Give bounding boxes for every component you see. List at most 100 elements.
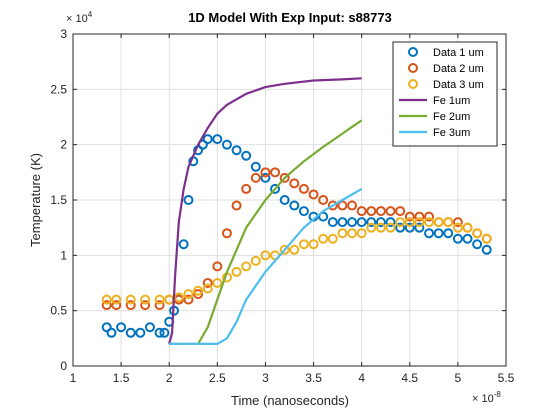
series-1-point-15 <box>260 167 271 178</box>
x-axis-label: Time (nanoseconds) <box>231 393 349 408</box>
series-0-point-39 <box>424 228 435 239</box>
series-line-5 <box>169 187 363 345</box>
series-2-point-32 <box>424 217 435 228</box>
y-axis-label: Temperature (K) <box>28 153 43 247</box>
y-tick-label-4: 2 <box>60 138 67 152</box>
series-1-point-35 <box>452 217 463 228</box>
legend-box <box>392 41 498 147</box>
series-1-point-14 <box>250 172 261 183</box>
series-1-point-20 <box>308 189 319 200</box>
x-tick-label-2: 2 <box>166 371 173 385</box>
series-1-point-24 <box>347 200 358 211</box>
series-2-point-9 <box>202 283 213 294</box>
series-0-point-30 <box>337 217 348 228</box>
series-0-point-32 <box>356 217 367 228</box>
series-1-point-18 <box>289 178 300 189</box>
series-0-point-23 <box>270 183 281 194</box>
series-2-point-7 <box>183 289 194 300</box>
x-multiplier: × 10-8 <box>472 390 501 405</box>
series-2-point-35 <box>452 222 463 233</box>
series-1-point-3 <box>140 300 151 311</box>
series-2-point-20 <box>308 239 319 250</box>
series-0-point-6 <box>154 327 165 338</box>
x-multiplier-base: × 10 <box>472 393 494 405</box>
y-multiplier-exponent: 4 <box>88 10 93 19</box>
series-0-point-0 <box>101 322 112 333</box>
series-2-point-38 <box>481 233 492 244</box>
y-tick-label-3: 1.5 <box>50 193 67 207</box>
series-2-point-25 <box>356 228 367 239</box>
series-2-point-29 <box>395 217 406 228</box>
series-2-point-8 <box>193 285 204 296</box>
series-1-point-10 <box>212 261 223 272</box>
series-1-point-7 <box>183 294 194 305</box>
x-multiplier-exponent: -8 <box>494 390 502 399</box>
series-0-point-29 <box>327 217 338 228</box>
x-tick-label-7: 4.5 <box>401 371 418 385</box>
series-1-point-16 <box>270 167 281 178</box>
y-tick-label-6: 3 <box>60 27 67 41</box>
series-1-point-2 <box>125 300 136 311</box>
x-tick-label-9: 5.5 <box>498 371 515 385</box>
legend-label-0: Data 1 um <box>433 47 484 59</box>
series-0-point-4 <box>135 327 146 338</box>
series-0-point-21 <box>250 161 261 172</box>
series-0-point-43 <box>462 233 473 244</box>
series-line-3 <box>168 77 362 345</box>
series-0-point-24 <box>279 195 290 205</box>
series-2-point-23 <box>337 228 348 239</box>
legend-label-3: Fe 1um <box>433 95 470 107</box>
legend-swatch-1 <box>408 63 418 73</box>
series-1-point-28 <box>385 206 396 217</box>
x-tick-label-5: 3.5 <box>305 371 322 385</box>
series-2-point-3 <box>140 294 151 305</box>
y-tick-label-1: 0.5 <box>50 304 67 318</box>
series-0-point-19 <box>231 145 242 156</box>
series-2-point-14 <box>250 255 261 266</box>
series-line-4 <box>169 119 363 345</box>
series-0-point-3 <box>125 327 136 338</box>
series-1-point-23 <box>337 200 348 211</box>
series-0-point-28 <box>318 211 329 222</box>
series-2-point-12 <box>231 266 242 277</box>
series-0-point-18 <box>221 139 232 150</box>
series-0-point-38 <box>414 222 425 233</box>
series-1-point-0 <box>101 300 112 311</box>
series-1-point-32 <box>424 211 435 222</box>
series-0-point-16 <box>202 134 213 145</box>
legend-label-1: Data 2 um <box>433 63 484 75</box>
series-0-point-35 <box>385 217 396 228</box>
series-2-point-33 <box>433 217 444 228</box>
chart-title: 1D Model With Exp Input: s88773 <box>188 10 392 25</box>
series-2-point-22 <box>327 233 338 244</box>
series-2-point-34 <box>443 217 454 228</box>
series-0-point-33 <box>366 217 377 228</box>
series-0-point-20 <box>241 150 252 161</box>
series-1-point-8 <box>193 289 204 300</box>
x-tick-label-0: 1 <box>70 371 77 385</box>
legend-swatch-2 <box>408 79 418 89</box>
series-2-point-36 <box>462 222 473 233</box>
legend-label-5: Fe 3um <box>433 127 470 139</box>
series-1-point-4 <box>154 300 165 311</box>
series-0-point-42 <box>452 233 463 244</box>
series-1-point-21 <box>318 195 329 205</box>
series-2-point-1 <box>111 294 122 305</box>
series-0-point-31 <box>347 217 358 228</box>
series-2-point-4 <box>154 294 165 305</box>
series-0-point-22 <box>260 172 271 183</box>
series-2-point-28 <box>385 222 396 233</box>
series-2-point-37 <box>472 228 483 239</box>
series-1-point-26 <box>366 206 377 217</box>
series-1-point-25 <box>356 206 367 217</box>
series-2-point-27 <box>375 222 386 233</box>
x-tick-label-8: 5 <box>455 371 462 385</box>
y-multiplier: × 104 <box>66 10 93 25</box>
x-tick-label-4: 3 <box>262 371 269 385</box>
x-tick-label-3: 2.5 <box>209 371 226 385</box>
plot-area: 1 1.5 2 2.5 3 3.5 4 4.5 5 5.5 0 0.5 1 1.5 2 2.5 3 Data 1 … <box>50 27 514 385</box>
series-0-point-26 <box>298 206 309 217</box>
series-0-point-17 <box>212 134 223 145</box>
series-1-point-31 <box>414 211 425 222</box>
